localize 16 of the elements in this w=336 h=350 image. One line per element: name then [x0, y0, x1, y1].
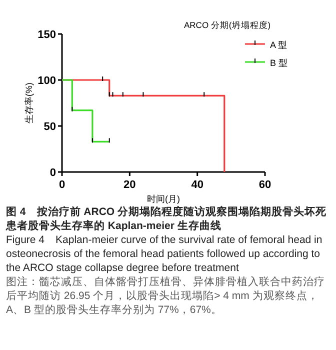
x-tick-label: 20	[124, 179, 136, 191]
legend-title: ARCO 分期(坍塌程度)	[184, 20, 271, 30]
x-tick-label: 40	[191, 179, 204, 191]
legend-label: A 型	[270, 40, 288, 50]
y-tick-label: 150	[38, 29, 56, 41]
x-tick-label: 60	[258, 179, 272, 191]
text: 图注：髓芯减压、自体髂骨打压植骨、异体腓骨植入联合中药治疗后平均随访 26.95 个月，以股骨头出现塌陷> 4 mm 为观察终点，A、B 型的股骨头生存率分别为 77%，67%。	[6, 275, 326, 317]
y-tick-label: 100	[38, 75, 56, 87]
y-tick-label: 50	[44, 121, 56, 133]
text: 图 4 按治疗前 ARCO 分期塌陷程度随访观察围塌陷期股骨头坏死患者股骨头生存率的 Kaplan-meier 生存曲线	[6, 205, 328, 233]
x-axis-title: 时间(月)	[147, 194, 180, 204]
x-tick-label: 0	[58, 179, 66, 191]
legend-label: B 型	[270, 58, 288, 68]
y-axis-title: 生存率(%)	[24, 82, 34, 124]
text: Figure 4 Kaplan-meier curve of the survival rate of femoral head in osteonecrosis of the femoral head patients followed up according to the ARCO stage collapse degree before treatment	[6, 233, 324, 275]
y-tick-label: 0	[50, 167, 56, 179]
